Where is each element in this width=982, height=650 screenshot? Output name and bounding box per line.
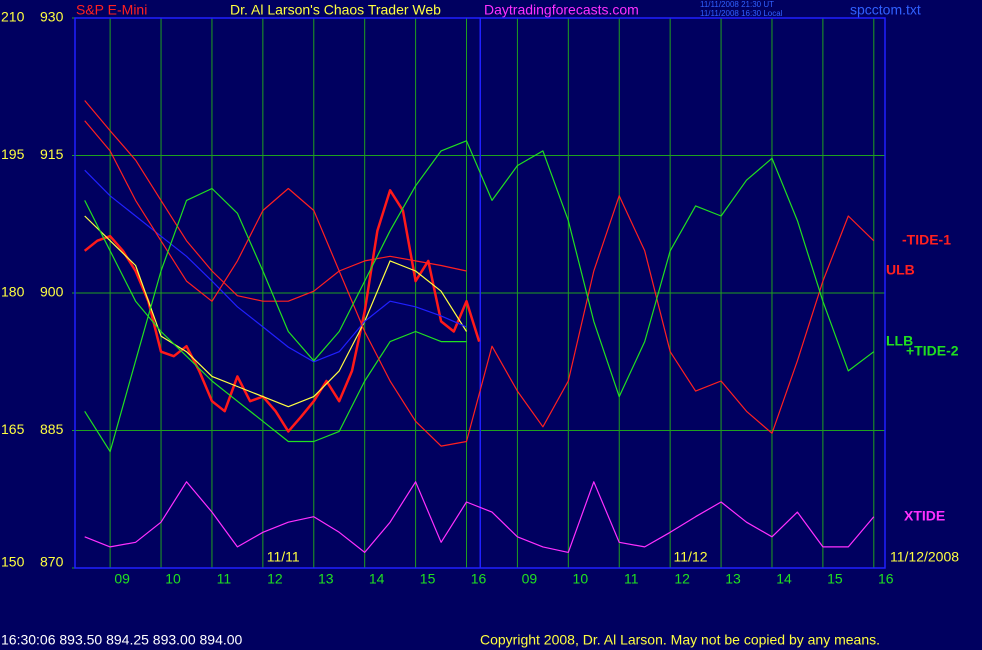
x-tick-label: 11 [624, 571, 639, 587]
series-line [84, 120, 875, 447]
x-tick-label: 16 [471, 571, 487, 587]
y2-tick-label: 915 [40, 146, 64, 162]
x-tick-label: 09 [522, 571, 538, 587]
y-tick-label: 165 [1, 421, 25, 437]
y-tick-label: 180 [1, 284, 25, 300]
end-date: 11/12/2008 [890, 549, 959, 565]
x-tick-label: 13 [318, 571, 334, 587]
y-tick-label: 195 [1, 146, 25, 162]
series-line [84, 481, 875, 553]
series-label: -TIDE-1 [902, 231, 951, 247]
x-tick-label: 16 [878, 571, 894, 587]
site: Daytradingforecasts.com [484, 2, 639, 18]
y2-tick-label: 870 [40, 554, 64, 570]
date-label: 11/12 [674, 549, 708, 565]
timestamp: 11/11/2008 21:30 UT [700, 0, 774, 9]
series-label: XTIDE [904, 507, 945, 523]
instrument: S&P E-Mini [76, 2, 147, 18]
x-tick-label: 10 [573, 571, 589, 587]
y-tick-label: 150 [1, 554, 25, 570]
x-tick-label: 15 [420, 571, 436, 587]
x-tick-label: 14 [776, 571, 792, 587]
x-tick-label: 10 [165, 571, 181, 587]
file-name: spcctom.txt [850, 2, 921, 18]
y2-tick-label: 885 [40, 421, 64, 437]
series-line [84, 215, 468, 408]
y2-tick-label: 900 [40, 284, 64, 300]
date-label: 11/11 [267, 549, 300, 565]
x-tick-label: 12 [267, 571, 283, 587]
x-tick-label: 14 [369, 571, 385, 587]
series-label: LLB [886, 332, 913, 348]
x-tick-label: 09 [114, 571, 130, 587]
series-line [84, 169, 467, 363]
x-tick-label: 13 [725, 571, 741, 587]
series-label: ULB [886, 262, 915, 278]
status-line: 16:30:06 893.50 894.25 893.00 894.00 [1, 632, 243, 648]
y-tick-label: 210 [1, 9, 25, 25]
y2-tick-label: 930 [40, 9, 64, 25]
x-tick-label: 11 [217, 571, 232, 587]
x-tick-label: 12 [674, 571, 690, 587]
series-line [84, 140, 875, 453]
timestamp: 11/11/2008 16:30 Local [700, 9, 783, 18]
chart-title: Dr. Al Larson's Chaos Trader Web [230, 2, 441, 18]
copyright: Copyright 2008, Dr. Al Larson. May not b… [480, 632, 880, 648]
series-label: +TIDE-2 [906, 342, 959, 358]
x-tick-label: 15 [827, 571, 843, 587]
